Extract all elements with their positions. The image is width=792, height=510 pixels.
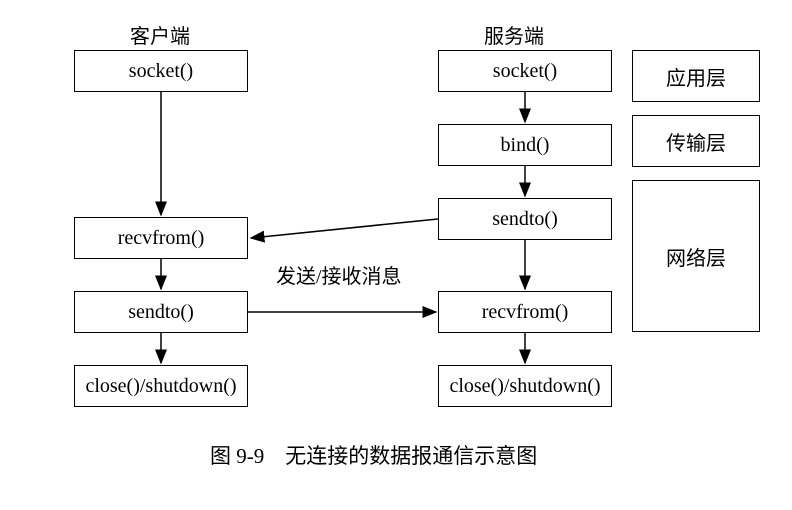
client-recvfrom-label: recvfrom() (118, 227, 205, 250)
client-socket-label: socket() (129, 60, 193, 83)
server-header: 服务端 (484, 20, 544, 49)
layer-transport-label: 传输层 (666, 127, 726, 156)
client-socket-box: socket() (74, 50, 248, 92)
server-socket-box: socket() (438, 50, 612, 92)
layer-network-label: 网络层 (666, 242, 726, 271)
client-recvfrom-box: recvfrom() (74, 217, 248, 259)
server-sendto-box: sendto() (438, 198, 612, 240)
server-close-label: close()/shutdown() (449, 375, 600, 398)
server-close-box: close()/shutdown() (438, 365, 612, 407)
server-sendto-label: sendto() (492, 208, 558, 231)
client-header: 客户端 (130, 20, 190, 49)
server-socket-label: socket() (493, 60, 557, 83)
client-close-label: close()/shutdown() (85, 375, 236, 398)
layer-app-box: 应用层 (632, 50, 760, 102)
server-bind-box: bind() (438, 124, 612, 166)
client-close-box: close()/shutdown() (74, 365, 248, 407)
layer-network-box: 网络层 (632, 180, 760, 332)
server-recvfrom-box: recvfrom() (438, 291, 612, 333)
server-recvfrom-label: recvfrom() (482, 301, 569, 324)
figure-caption: 图 9-9 无连接的数据报通信示意图 (210, 440, 537, 470)
layer-transport-box: 传输层 (632, 115, 760, 167)
middle-label: 发送/接收消息 (276, 260, 402, 289)
layer-app-label: 应用层 (666, 62, 726, 91)
server-bind-label: bind() (501, 134, 550, 157)
client-sendto-label: sendto() (128, 301, 194, 324)
client-sendto-box: sendto() (74, 291, 248, 333)
